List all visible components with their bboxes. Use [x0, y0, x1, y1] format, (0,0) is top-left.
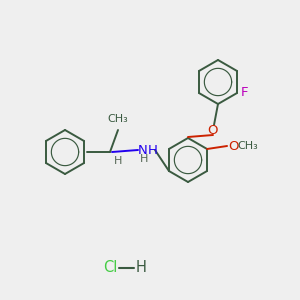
Text: F: F [241, 86, 249, 100]
Text: CH₃: CH₃ [237, 141, 258, 151]
Text: H: H [114, 156, 122, 166]
Text: O: O [228, 140, 238, 152]
Text: H: H [136, 260, 147, 275]
Text: Cl: Cl [103, 260, 118, 275]
Text: N: N [138, 143, 148, 157]
Text: O: O [208, 124, 218, 136]
Text: H: H [140, 154, 148, 164]
Text: H: H [148, 143, 158, 157]
Text: CH₃: CH₃ [108, 114, 128, 124]
